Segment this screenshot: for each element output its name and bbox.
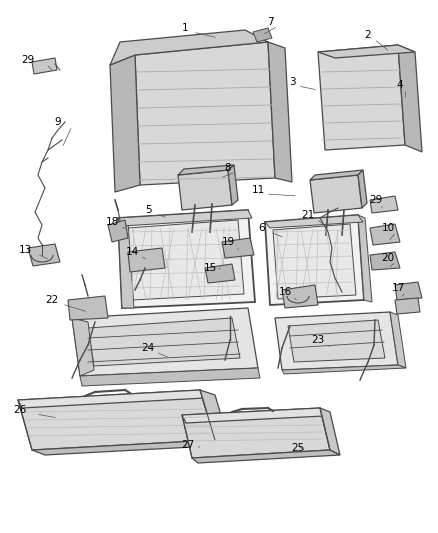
Polygon shape [128,220,244,300]
Polygon shape [395,298,420,314]
Text: 23: 23 [311,335,325,345]
Polygon shape [72,308,258,376]
Polygon shape [108,220,128,242]
Text: 29: 29 [21,55,35,65]
Polygon shape [282,285,318,308]
Polygon shape [265,215,364,305]
Polygon shape [320,408,340,455]
Polygon shape [18,390,205,408]
Text: 10: 10 [381,223,395,233]
Text: 4: 4 [397,80,403,90]
Polygon shape [358,170,367,208]
Polygon shape [118,210,252,226]
Polygon shape [275,312,398,370]
Text: 3: 3 [289,77,295,87]
Text: 20: 20 [381,253,395,263]
Polygon shape [273,224,356,299]
Polygon shape [32,440,230,455]
Polygon shape [18,390,215,450]
Polygon shape [178,170,232,210]
Text: 6: 6 [259,223,265,233]
Polygon shape [182,408,324,423]
Text: 25: 25 [291,443,304,453]
Text: 8: 8 [225,163,231,173]
Polygon shape [88,318,240,366]
Text: 16: 16 [279,287,292,297]
Text: 1: 1 [182,23,188,33]
Text: 15: 15 [203,263,217,273]
Polygon shape [182,408,330,458]
Text: 29: 29 [369,195,383,205]
Text: 26: 26 [14,405,27,415]
Polygon shape [288,320,385,362]
Polygon shape [178,165,234,175]
Polygon shape [310,175,362,213]
Text: 11: 11 [251,185,265,195]
Polygon shape [72,318,94,376]
Polygon shape [128,248,165,272]
Polygon shape [32,58,57,74]
Text: 19: 19 [221,237,235,247]
Polygon shape [205,264,235,283]
Text: 17: 17 [392,283,405,293]
Polygon shape [110,55,140,192]
Polygon shape [370,224,400,245]
Polygon shape [192,450,340,463]
Polygon shape [228,165,238,205]
Polygon shape [310,170,363,180]
Text: 21: 21 [301,210,314,220]
Polygon shape [390,312,406,368]
Text: 7: 7 [267,17,273,27]
Text: 24: 24 [141,343,155,353]
Text: 14: 14 [125,247,138,257]
Polygon shape [110,30,268,65]
Polygon shape [118,218,134,308]
Text: 22: 22 [46,295,59,305]
Polygon shape [395,282,422,300]
Polygon shape [318,45,415,58]
Polygon shape [268,42,292,182]
Polygon shape [253,28,272,42]
Text: 5: 5 [145,205,151,215]
Polygon shape [318,45,405,150]
Polygon shape [135,42,275,185]
Polygon shape [68,296,108,320]
Text: 13: 13 [18,245,32,255]
Text: 2: 2 [365,30,371,40]
Polygon shape [370,252,400,270]
Polygon shape [265,215,363,228]
Polygon shape [200,390,230,445]
Polygon shape [80,368,260,386]
Polygon shape [28,244,60,266]
Text: 27: 27 [181,440,194,450]
Polygon shape [282,365,406,374]
Polygon shape [118,210,255,308]
Polygon shape [222,238,254,258]
Polygon shape [370,196,398,213]
Text: 9: 9 [55,117,61,127]
Polygon shape [358,215,372,302]
Polygon shape [398,45,422,152]
Text: 18: 18 [106,217,119,227]
